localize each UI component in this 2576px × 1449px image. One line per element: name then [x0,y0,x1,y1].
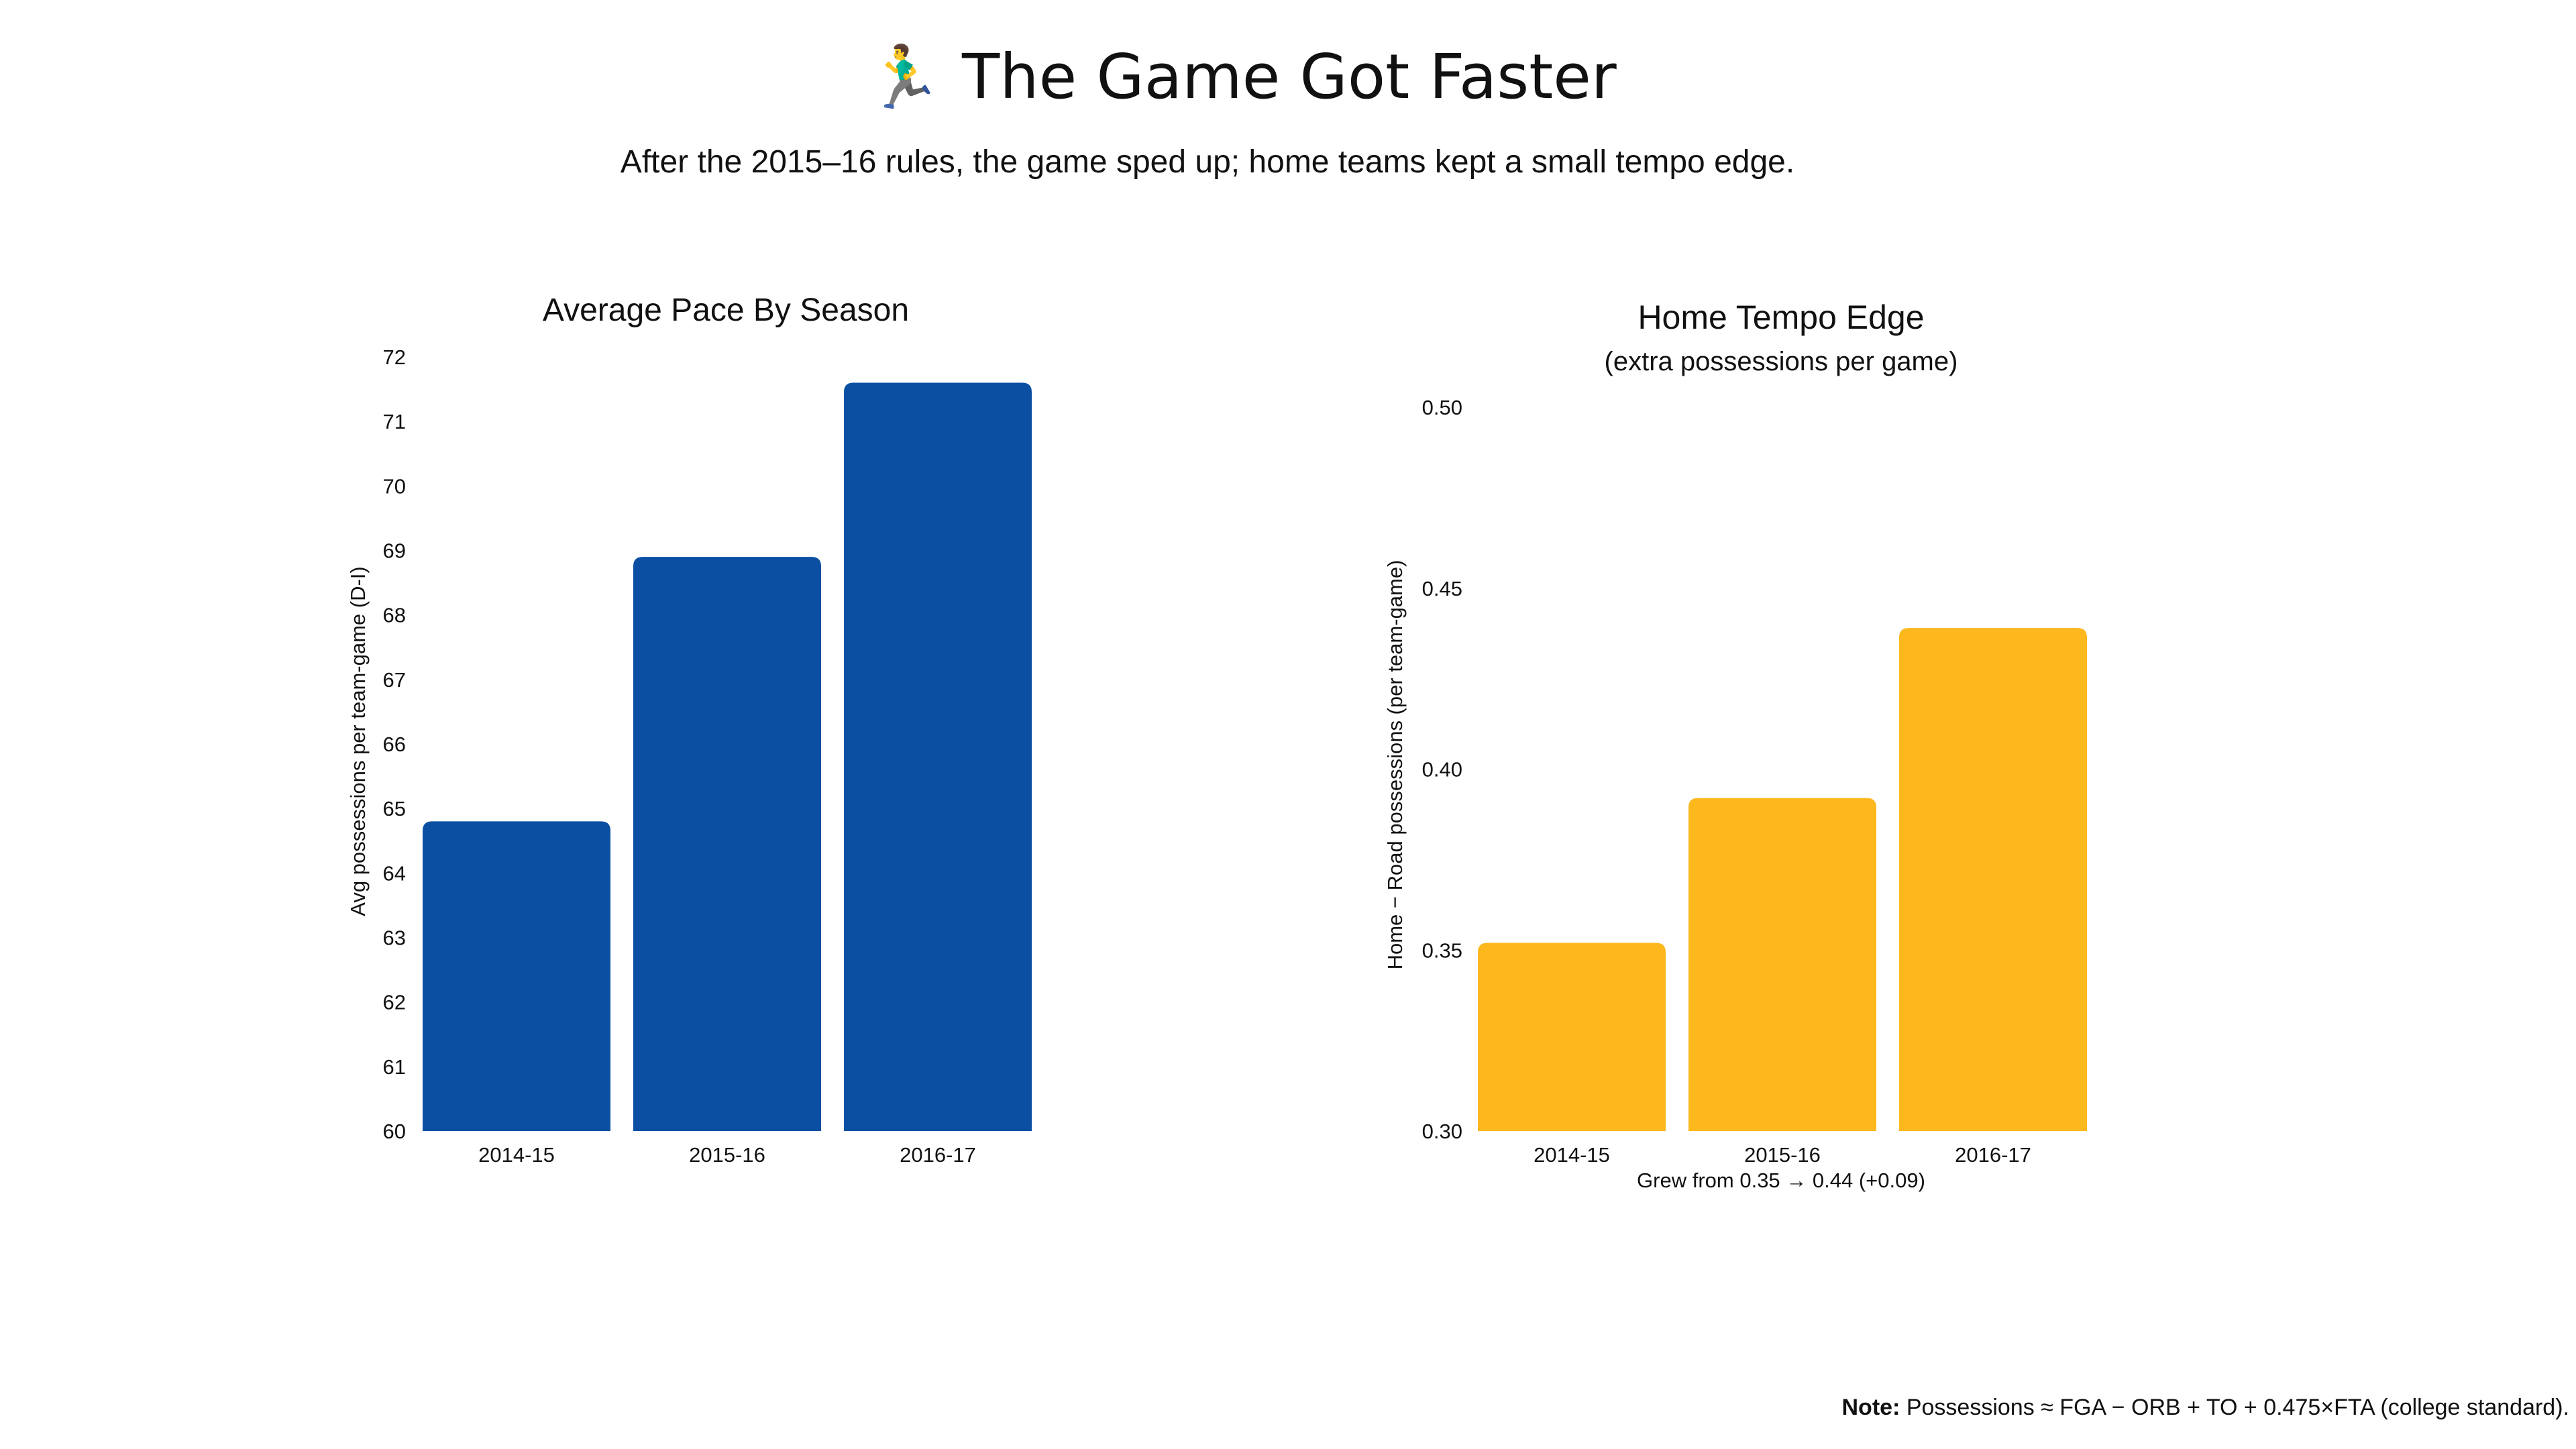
edge-chart-x-axis-label: Grew from 0.35 → 0.44 (+0.09) [1637,1169,1925,1192]
pace-chart-y-tick-label: 72 [383,345,406,369]
pace-chart-x-ticks: 2014-15 2015-16 2016-17 [478,1143,976,1167]
edge-chart-x-ticks: 2014-15 2015-16 2016-17 [1534,1143,2031,1167]
footnote-label: Note: [1841,1395,1900,1420]
pace-chart-bar-2016-17 [844,382,1032,1131]
edge-chart-subtitle: (extra possessions per game) [1605,347,1958,376]
pace-chart-bars [423,382,1032,1131]
edge-chart-y-ticks: 0.30 0.35 0.40 0.45 0.50 [1422,396,1462,1143]
page-title: 🏃‍♂️ The Game Got Faster [865,41,1617,113]
pace-chart-y-tick-label: 68 [383,604,406,627]
pace-chart-bar-2014-15 [423,821,610,1131]
pace-chart-y-tick-label: 67 [383,668,406,692]
pace-chart-y-axis-label: Avg possessions per team-game (D-I) [346,566,370,916]
pace-chart-y-tick-label: 63 [383,926,406,950]
pace-chart-y-tick-label: 66 [383,733,406,756]
pace-chart-y-tick-label: 64 [383,861,406,885]
pace-chart-x-tick-label: 2014-15 [478,1143,555,1167]
edge-chart-bars [1478,628,2087,1131]
pace-chart-title: Average Pace By Season [543,292,909,328]
edge-chart: Home Tempo Edge (extra possessions per g… [1383,299,2087,1192]
edge-chart-x-tick-label: 2014-15 [1534,1143,1610,1167]
pace-chart: Average Pace By Season Avg possessions p… [346,292,1032,1167]
edge-chart-y-tick-label: 0.30 [1422,1120,1462,1143]
pace-chart-y-ticks: 60 61 62 63 64 65 66 67 68 69 70 71 72 [383,345,406,1143]
edge-chart-y-tick-label: 0.35 [1422,938,1462,962]
pace-chart-y-tick-label: 65 [383,797,406,820]
edge-chart-x-tick-label: 2015-16 [1744,1143,1821,1167]
edge-chart-bar-2014-15 [1478,943,1666,1131]
edge-chart-y-tick-label: 0.40 [1422,758,1462,782]
pace-chart-y-tick-label: 71 [383,410,406,433]
pace-chart-y-tick-label: 60 [383,1120,406,1143]
edge-chart-bar-2016-17 [1899,628,2087,1131]
edge-chart-y-tick-label: 0.50 [1422,396,1462,419]
pace-chart-y-tick-label: 69 [383,539,406,563]
edge-chart-x-tick-label: 2016-17 [1955,1143,2031,1167]
footnote-text: Possessions ≈ FGA − ORB + TO + 0.475×FTA… [1906,1395,2569,1420]
pace-chart-y-tick-label: 70 [383,474,406,498]
page-subtitle: After the 2015–16 rules, the game sped u… [620,144,1795,180]
footnote: Note: Possessions ≈ FGA − ORB + TO + 0.4… [1842,1393,2570,1422]
edge-chart-title: Home Tempo Edge [1638,299,1924,336]
pace-chart-x-tick-label: 2016-17 [900,1143,976,1167]
pace-chart-y-tick-label: 62 [383,991,406,1014]
pace-chart-bar-2015-16 [633,557,821,1131]
edge-chart-y-tick-label: 0.45 [1422,577,1462,600]
edge-chart-bar-2015-16 [1688,798,1876,1131]
pace-chart-y-tick-label: 61 [383,1055,406,1079]
pace-chart-x-tick-label: 2015-16 [689,1143,765,1167]
edge-chart-y-axis-label: Home − Road possessions (per team-game) [1383,560,1407,970]
